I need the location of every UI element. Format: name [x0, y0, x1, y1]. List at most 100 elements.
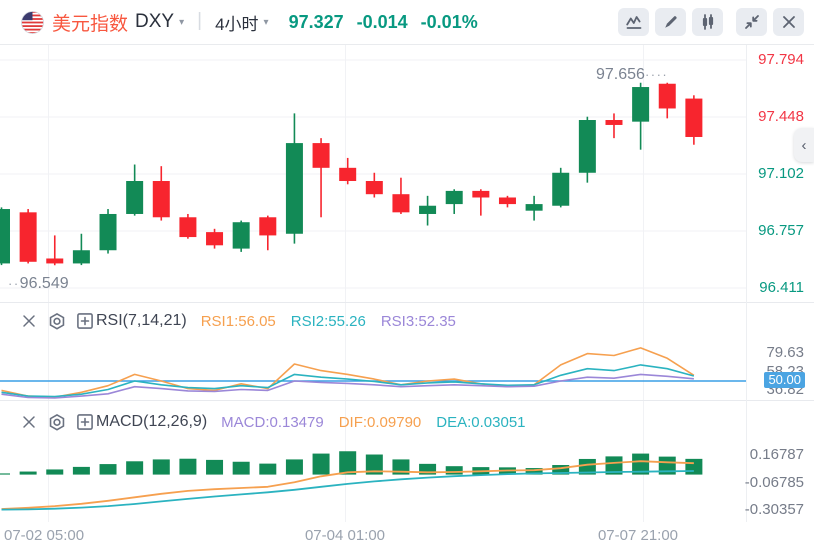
timeframe-selector[interactable]: 4小时 ▾ [215, 10, 269, 35]
axis-label: -0.06785 [744, 474, 804, 491]
candle [685, 98, 703, 137]
candle [285, 143, 303, 234]
dea-line [1, 470, 694, 511]
rsi-pane-header: RSI(7,14,21) RSI1:56.05 RSI2:55.26 RSI3:… [20, 309, 471, 333]
dif-value: DIF:0.09790 [338, 413, 422, 431]
macd-histogram-bar [152, 459, 170, 475]
dea-value: DEA:0.03051 [436, 413, 526, 431]
macd-close-button[interactable] [20, 413, 38, 431]
macd-histogram-bar [552, 465, 570, 475]
candles-series [0, 82, 703, 266]
candle [498, 197, 516, 205]
candle [72, 250, 90, 264]
rsi-line-rsi2 [1, 364, 695, 398]
indicator-icon [625, 16, 641, 29]
candle [525, 204, 543, 211]
collapse-window-button[interactable] [736, 8, 767, 36]
macd-histogram-bar [605, 456, 623, 475]
macd-histogram-bar [658, 456, 676, 475]
settings-icon [49, 413, 65, 431]
macd-histogram-bar [206, 459, 224, 475]
macd-value: MACD:0.13479 [221, 413, 324, 431]
macd-chart[interactable] [0, 400, 746, 522]
macd-title: MACD(12,26,9) [96, 413, 208, 430]
axis-label: 58.23 [766, 363, 804, 380]
add-icon [77, 414, 93, 430]
candle [658, 83, 676, 109]
rsi-close-button[interactable] [20, 312, 38, 330]
axis-label: 96.757 [758, 222, 804, 239]
macd-histogram-bar [365, 454, 383, 475]
axis-collapse-tab[interactable]: ‹ [794, 128, 814, 162]
toolbar: 美元指数 DXY ▾ | 4小时 ▾ 97.327 -0.014 -0.01% [0, 0, 814, 45]
time-label: 07-07 21:00 [597, 527, 679, 544]
rsi-add-button[interactable] [76, 312, 94, 330]
macd-settings-button[interactable] [48, 413, 66, 431]
macd-histogram-bar [285, 459, 303, 475]
candle [179, 217, 197, 238]
collapse-window-icon [744, 15, 759, 29]
annotation-dots: ···· [644, 67, 669, 82]
panel-divider [0, 400, 814, 401]
candle [392, 194, 410, 213]
chevron-down-icon: ▾ [263, 16, 269, 28]
price-change: -0.014 [356, 11, 408, 32]
candlestick-chart[interactable] [0, 45, 746, 302]
quote: 97.327 -0.014 -0.01% [289, 12, 478, 33]
candle [578, 120, 596, 173]
annotation-dots: ·· [8, 276, 20, 291]
candle [206, 232, 224, 246]
vertical-gridline [345, 45, 346, 522]
candle [632, 87, 650, 122]
high-price-annotation: 97.656···· [596, 66, 668, 84]
candle [472, 190, 490, 198]
axis-label: 79.63 [766, 344, 804, 361]
us-flag-icon [21, 10, 44, 34]
macd-histogram-bar [578, 458, 596, 475]
close-button[interactable] [773, 8, 804, 36]
candle [445, 190, 463, 205]
macd-histogram-bar [525, 468, 543, 475]
macd-pane-header: MACD(12,26,9) MACD:0.13479 DIF:0.09790 D… [20, 410, 541, 434]
last-price: 97.327 [288, 11, 344, 32]
axis-label: 96.411 [759, 279, 804, 296]
time-label: 07-02 05:00 [4, 527, 85, 544]
candle [259, 217, 277, 236]
candlestick-icon [702, 14, 713, 30]
macd-histogram-bar [419, 463, 437, 475]
timeframe-label: 4小时 [215, 14, 259, 34]
symbol-name: 美元指数 [52, 13, 129, 35]
chart-canvas[interactable] [0, 45, 746, 522]
candle [99, 213, 117, 251]
axis-label: 0.16787 [749, 446, 804, 463]
vertical-gridline [643, 45, 644, 522]
draw-icon [664, 16, 677, 28]
close-icon [23, 315, 35, 327]
panel-divider [0, 302, 814, 303]
close-icon [782, 16, 795, 28]
toolbar-divider: | [197, 10, 203, 31]
candle [339, 167, 357, 182]
macd-histogram [0, 451, 703, 475]
candle [552, 172, 570, 206]
time-label: 07-04 01:00 [304, 527, 386, 544]
candle [365, 181, 383, 195]
rsi2-value: RSI2:55.26 [290, 312, 366, 330]
indicator-button[interactable] [618, 8, 649, 36]
macd-histogram-bar [126, 461, 144, 475]
rsi1-value: RSI1:56.05 [200, 312, 276, 330]
chart-style-button[interactable] [692, 8, 723, 36]
macd-histogram-bar [72, 466, 90, 475]
high-price-value: 97.656 [596, 66, 645, 83]
axis-label: 97.794 [758, 51, 804, 68]
rsi-chart[interactable] [0, 302, 746, 400]
macd-add-button[interactable] [76, 413, 94, 431]
axis-label: 97.102 [758, 165, 804, 182]
time-axis[interactable]: 07-02 05:00 07-04 01:00 07-07 21:00 [0, 522, 814, 553]
symbol-selector[interactable]: 美元指数 DXY ▾ [52, 9, 184, 36]
draw-button[interactable] [655, 8, 686, 36]
rsi-settings-button[interactable] [48, 312, 66, 330]
candle [232, 222, 250, 249]
symbol-code: DXY [135, 11, 175, 32]
